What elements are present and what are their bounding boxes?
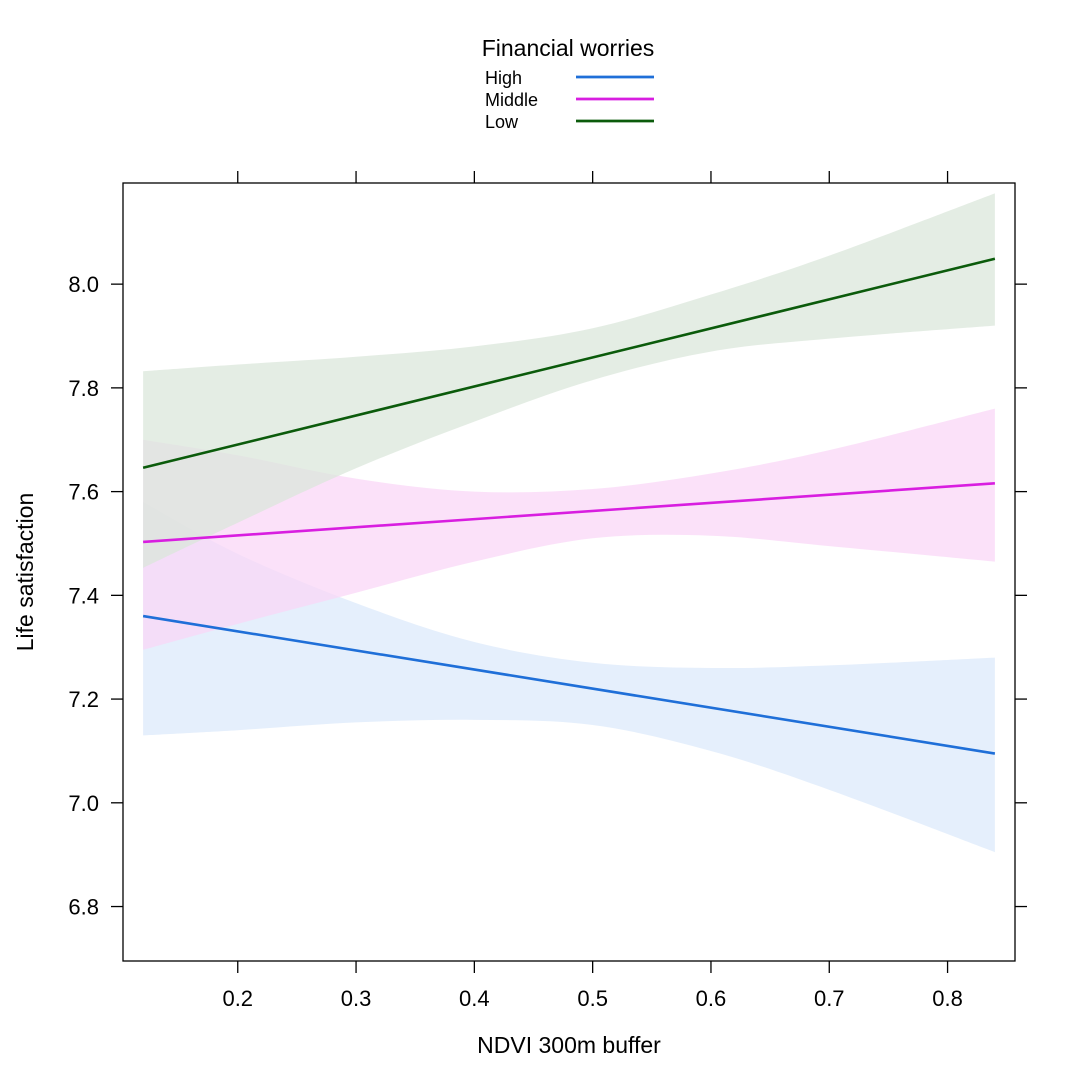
x-axis-title: NDVI 300m buffer xyxy=(477,1032,661,1058)
x-tick-label: 0.8 xyxy=(932,986,963,1011)
series-line-low xyxy=(142,257,996,470)
y-tick-label: 6.8 xyxy=(68,895,99,920)
x-tick-label: 0.2 xyxy=(222,986,253,1011)
confidence-band-middle xyxy=(143,408,995,650)
x-tick-label: 0.7 xyxy=(814,986,845,1011)
x-axis-ticks: 0.2 0.3 0.4 0.5 0.6 0.7 0.8 xyxy=(222,171,963,1011)
legend-label-low: Low xyxy=(485,112,519,132)
y-tick-label: 7.8 xyxy=(68,376,99,401)
fitted-lines xyxy=(142,257,996,755)
y-tick-label: 7.0 xyxy=(68,791,99,816)
legend-label-high: High xyxy=(485,68,522,88)
legend-title: Financial worries xyxy=(482,35,655,61)
confidence-bands xyxy=(143,193,995,853)
x-tick-label: 0.3 xyxy=(341,986,372,1011)
y-tick-label: 8.0 xyxy=(68,272,99,297)
legend-label-middle: Middle xyxy=(485,90,538,110)
series-line-middle xyxy=(143,482,995,544)
x-tick-label: 0.4 xyxy=(459,986,490,1011)
y-axis-ticks: 6.8 7.0 7.2 7.4 7.6 7.8 8.0 xyxy=(68,272,1027,920)
series-line-high xyxy=(142,614,996,755)
plot-frame xyxy=(122,182,1016,962)
confidence-band-low xyxy=(143,193,995,568)
y-axis-title: Life satisfaction xyxy=(12,493,38,652)
y-tick-label: 7.4 xyxy=(68,583,99,608)
x-tick-label: 0.5 xyxy=(577,986,608,1011)
y-tick-label: 7.2 xyxy=(68,687,99,712)
y-tick-label: 7.6 xyxy=(68,480,99,505)
x-tick-label: 0.6 xyxy=(696,986,727,1011)
confidence-band-high xyxy=(143,501,995,853)
